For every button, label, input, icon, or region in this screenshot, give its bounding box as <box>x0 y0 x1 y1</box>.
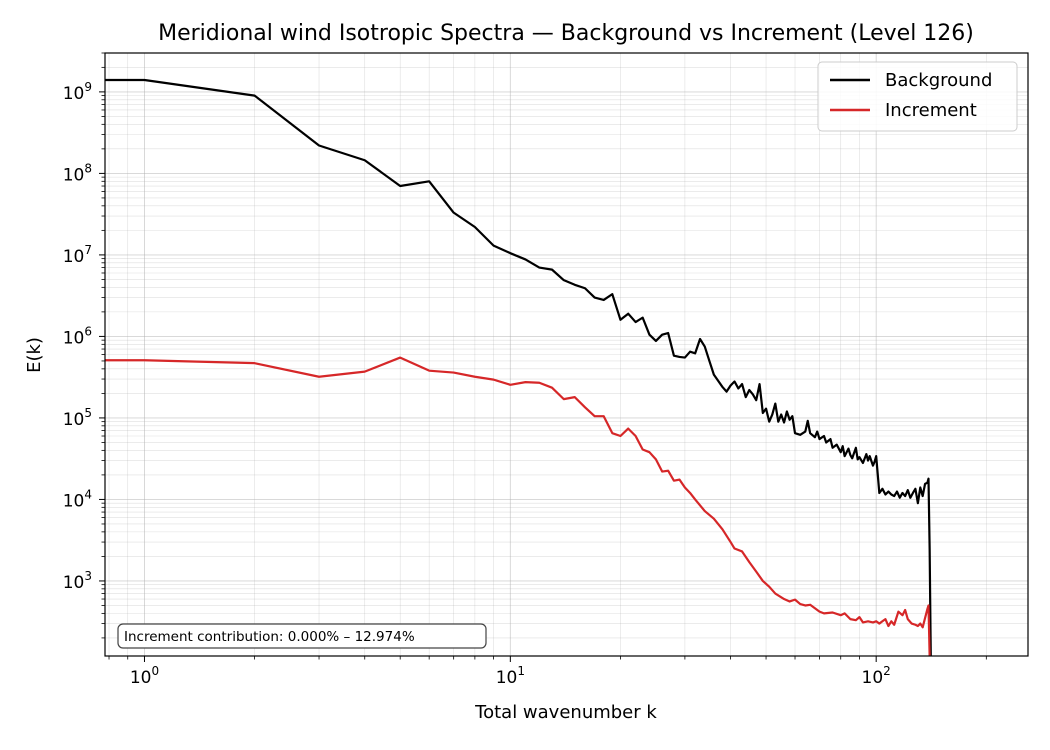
x-tick-label: 100 <box>130 664 159 688</box>
y-tick-label: 105 <box>63 406 92 430</box>
grid-lines <box>105 52 1028 656</box>
legend-label-increment: Increment <box>885 100 977 121</box>
legend: Background Increment <box>817 61 1018 132</box>
contribution-annotation: Increment contribution: 0.000% – 12.974% <box>117 623 487 649</box>
axis-ticks: 100 101 102 103 104 105 106 107 108 109 <box>63 52 987 688</box>
y-tick-label: 104 <box>63 487 92 511</box>
y-tick-label: 103 <box>63 569 92 593</box>
legend-label-background: Background <box>885 70 992 91</box>
chart-title: Meridional wind Isotropic Spectra — Back… <box>158 21 974 46</box>
y-tick-label: 107 <box>63 243 92 267</box>
x-tick-label: 101 <box>496 664 525 688</box>
y-tick-label: 108 <box>63 161 92 185</box>
annotation-text: Increment contribution: 0.000% – 12.974% <box>124 629 415 645</box>
series-line-background <box>105 78 932 656</box>
y-tick-label: 106 <box>63 324 92 348</box>
y-tick-label: 109 <box>63 80 92 104</box>
x-axis-label: Total wavenumber k <box>474 702 657 723</box>
annotation-box <box>117 623 487 649</box>
x-tick-label: 102 <box>862 664 891 688</box>
plot-area <box>105 53 1028 656</box>
series-layer <box>105 78 932 656</box>
y-axis-label: E(k) <box>24 337 45 373</box>
series-line-increment <box>105 356 931 656</box>
